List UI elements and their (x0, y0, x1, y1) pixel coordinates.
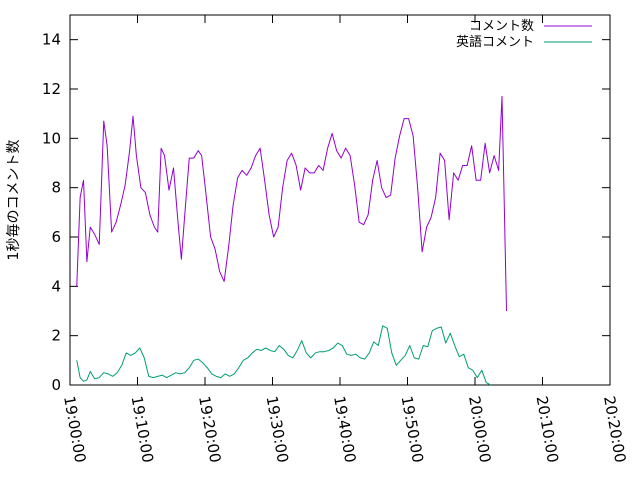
x-axis-ticks: 19:00:00 19:10:00 19:20:00 19:30:00 19:40:00… (60, 15, 629, 464)
y-axis-label: 1秒毎のコメント数 (6, 140, 22, 261)
y-tick-label: 0 (51, 376, 61, 394)
series-layer (76, 95, 507, 386)
x-tick-label: 19:20:00 (195, 395, 224, 464)
series-line-comments (76, 95, 507, 312)
y-tick-label: 2 (51, 327, 61, 345)
y-tick-label: 6 (51, 228, 61, 246)
y-tick-label: 4 (51, 277, 61, 295)
series-line-english (76, 325, 491, 386)
legend-label-comments: コメント数 (469, 19, 534, 34)
x-tick-label: 19:50:00 (398, 395, 427, 464)
x-tick-label: 20:20:00 (600, 395, 629, 464)
x-tick-label: 19:00:00 (60, 395, 89, 464)
x-tick-label: 20:10:00 (533, 395, 562, 464)
legend-label-english: 英語コメント (456, 34, 534, 50)
legend: コメント数 英語コメント (456, 19, 592, 50)
x-tick-label: 19:40:00 (330, 395, 359, 464)
y-tick-label: 10 (42, 129, 61, 147)
x-tick-label: 19:10:00 (128, 395, 157, 464)
x-tick-label: 19:30:00 (263, 395, 292, 464)
y-tick-label: 14 (42, 31, 61, 49)
x-tick-label: 20:00:00 (465, 395, 494, 464)
y-tick-label: 8 (51, 179, 61, 197)
y-axis-ticks: 0 2 4 6 8 10 12 14 (42, 31, 610, 394)
y-tick-label: 12 (42, 80, 61, 98)
plot-frame (69, 14, 611, 386)
